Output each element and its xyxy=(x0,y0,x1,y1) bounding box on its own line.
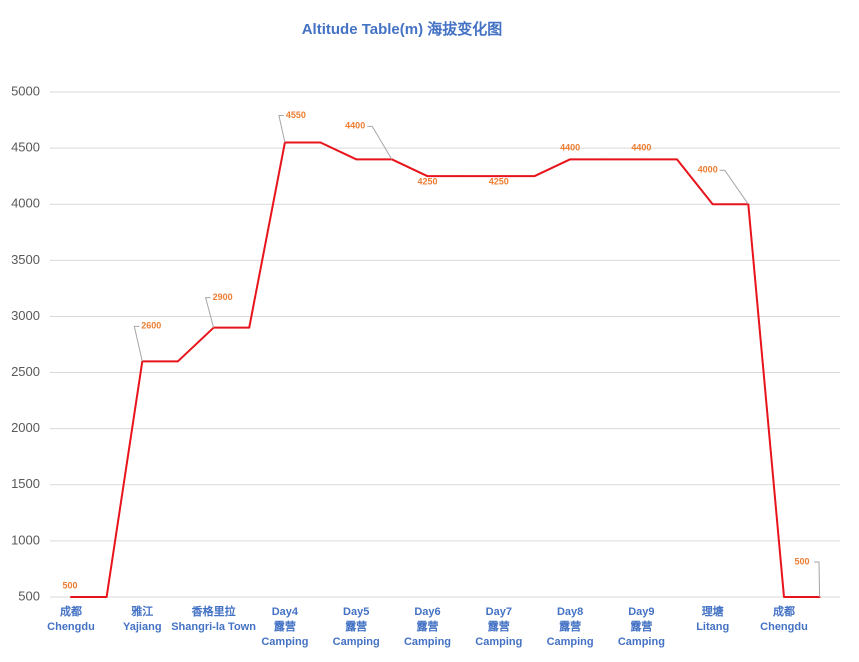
data-label: 500 xyxy=(62,580,77,590)
y-tick-label: 2500 xyxy=(11,364,40,379)
connector xyxy=(105,361,144,598)
chart-title: Altitude Table(m) 海拔变化图 xyxy=(301,21,503,38)
x-tick-label: 成都 Chengdu xyxy=(47,606,95,633)
connector xyxy=(320,141,357,161)
x-tick-label: 成都 Chengdu xyxy=(760,606,808,633)
data-label: 2600 xyxy=(141,321,161,331)
connector xyxy=(248,142,286,328)
y-tick-label: 1500 xyxy=(11,476,40,491)
x-tick-label: 理塘 Litang xyxy=(696,606,730,633)
y-tick-label: 4500 xyxy=(11,140,40,155)
leader-line xyxy=(719,169,749,205)
x-tick-label: 雅江 Yajiang xyxy=(123,606,162,633)
data-label: 4250 xyxy=(489,177,509,187)
x-tick-label: Day6 露营 Camping xyxy=(403,606,452,648)
data-label: 4400 xyxy=(560,143,580,153)
data-label: 4550 xyxy=(286,110,306,120)
leader-line xyxy=(278,115,286,143)
y-tick-label: 1000 xyxy=(11,532,40,547)
connector xyxy=(533,158,571,178)
y-tick-label: 5000 xyxy=(11,83,40,98)
leader-line xyxy=(367,125,393,160)
y-tick-label: 500 xyxy=(18,588,40,603)
x-tick-label: 香格里拉 Shangri-la Town xyxy=(171,606,256,633)
y-tick-label: 3000 xyxy=(11,308,40,323)
y-tick-label: 4000 xyxy=(11,196,40,211)
data-label: 4000 xyxy=(698,165,718,175)
connector xyxy=(747,204,785,598)
data-label: 4400 xyxy=(345,121,365,131)
connector xyxy=(391,158,428,178)
x-tick-label: Day4 露营 Camping xyxy=(261,606,309,648)
x-tick-label: Day8 露营 Camping xyxy=(546,606,594,648)
x-tick-label: Day7 露营 Camping xyxy=(475,606,523,648)
x-tick-label: Day9 露营 Camping xyxy=(617,606,665,648)
data-label: 2900 xyxy=(213,292,233,302)
data-label: 4400 xyxy=(631,143,651,153)
data-label: 4250 xyxy=(417,177,437,187)
data-label: 500 xyxy=(794,556,809,566)
leader-line xyxy=(204,297,215,328)
connector xyxy=(676,158,714,205)
leader-line xyxy=(133,325,143,362)
connector xyxy=(177,326,215,363)
leader-line xyxy=(814,561,821,598)
x-tick-label: Day5 露营 Camping xyxy=(332,606,380,648)
y-tick-label: 2000 xyxy=(11,420,40,435)
y-tick-label: 3500 xyxy=(11,252,40,267)
